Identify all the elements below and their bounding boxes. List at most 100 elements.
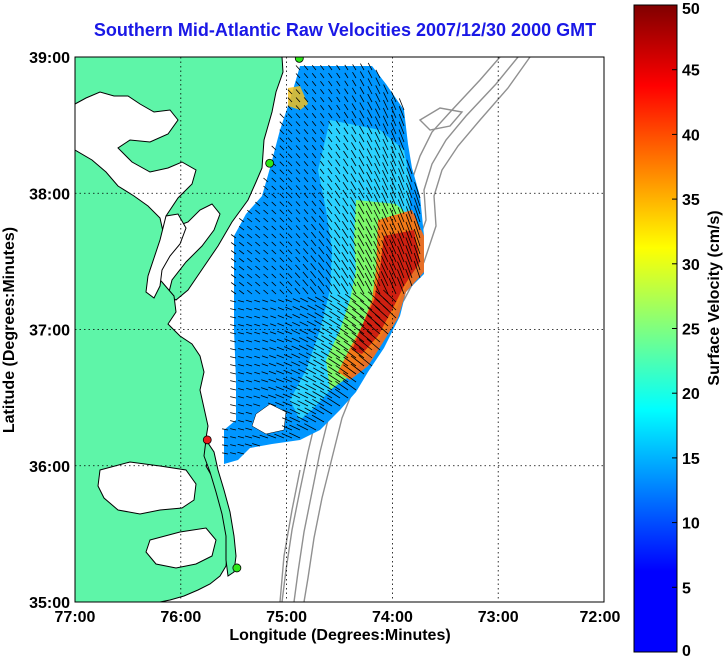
chesapeake-channel bbox=[145, 213, 187, 299]
velocity-vector bbox=[238, 281, 245, 287]
velocity-vector bbox=[327, 183, 333, 191]
velocity-vector bbox=[311, 224, 317, 231]
velocity-vector bbox=[295, 105, 301, 111]
velocity-vector bbox=[329, 303, 341, 311]
velocity-vector bbox=[321, 343, 333, 351]
velocity-vector bbox=[381, 224, 389, 239]
velocity-vector bbox=[266, 434, 277, 439]
velocity-vector bbox=[303, 97, 309, 103]
velocity-vector bbox=[328, 334, 341, 343]
velocity-vector bbox=[244, 443, 253, 447]
velocity-vector bbox=[383, 289, 397, 303]
outer-banks bbox=[203, 438, 237, 577]
velocity-vector bbox=[364, 280, 373, 295]
velocity-vector bbox=[287, 257, 293, 263]
velocity-vector bbox=[336, 80, 341, 87]
velocity-vector bbox=[274, 433, 285, 439]
velocity-vector bbox=[279, 257, 285, 263]
velocity-vector bbox=[336, 318, 349, 327]
velocity-vector bbox=[253, 379, 261, 383]
velocity-vector bbox=[275, 394, 285, 399]
velocity-vector bbox=[349, 251, 357, 263]
velocity-vector bbox=[276, 338, 285, 343]
velocity-vector bbox=[358, 133, 365, 143]
velocity-vector bbox=[383, 84, 389, 95]
velocity-vector bbox=[336, 72, 341, 79]
velocity-vector bbox=[326, 199, 333, 207]
velocity-vector bbox=[307, 305, 317, 311]
y-axis: 35:00 36:00 37:00 38:00 39:00 Latitude (… bbox=[1, 50, 70, 612]
velocity-vector bbox=[306, 352, 317, 359]
velocity-vector bbox=[320, 144, 325, 151]
velocity-vector bbox=[279, 217, 285, 223]
velocity-vector bbox=[269, 339, 277, 343]
velocity-vector bbox=[295, 169, 301, 175]
velocity-vector bbox=[291, 345, 301, 351]
velocity-vector bbox=[291, 361, 301, 367]
velocity-vector bbox=[336, 104, 341, 111]
velocity-vector bbox=[397, 246, 405, 263]
bathymetry-contour-canyon bbox=[418, 107, 464, 131]
land-layer bbox=[75, 57, 284, 602]
velocity-vector bbox=[254, 371, 261, 375]
velocity-vector bbox=[282, 409, 293, 415]
velocity-vector bbox=[359, 300, 373, 311]
velocity-vector bbox=[343, 103, 349, 111]
colorbar-tick-label: 15 bbox=[682, 451, 700, 468]
velocity-vector bbox=[295, 73, 301, 79]
velocity-vector bbox=[262, 331, 269, 335]
velocity-vector bbox=[318, 254, 325, 263]
velocity-vector bbox=[230, 372, 237, 375]
velocity-vector bbox=[381, 193, 389, 207]
velocity-vector bbox=[292, 298, 301, 303]
velocity-vector bbox=[350, 196, 357, 207]
velocity-vector bbox=[271, 233, 277, 239]
velocity-vector bbox=[367, 86, 373, 95]
x-tick-label: 77:00 bbox=[55, 609, 96, 626]
velocity-vector bbox=[333, 276, 341, 287]
velocity-vector bbox=[350, 363, 365, 375]
velocity-vector bbox=[277, 315, 285, 319]
velocity-vector bbox=[343, 142, 349, 151]
velocity-vector bbox=[383, 99, 389, 111]
velocity-vector bbox=[255, 281, 261, 287]
velocity-vector bbox=[373, 217, 381, 231]
velocity-vector bbox=[343, 111, 349, 119]
velocity-vector bbox=[263, 233, 269, 239]
velocity-vector bbox=[333, 284, 341, 295]
y-tick-label: 39:00 bbox=[29, 50, 70, 67]
velocity-vector bbox=[279, 233, 285, 239]
velocity-vector bbox=[304, 407, 317, 415]
velocity-vector bbox=[359, 86, 365, 95]
velocity-vector bbox=[381, 208, 389, 223]
velocity-vector bbox=[406, 167, 413, 183]
velocity-vector bbox=[263, 177, 269, 183]
velocity-vector bbox=[326, 245, 333, 255]
velocity-vector bbox=[320, 128, 325, 135]
velocity-vector bbox=[238, 348, 245, 351]
velocity-vector bbox=[302, 271, 309, 279]
velocity-vector bbox=[398, 129, 405, 143]
velocity-vector bbox=[295, 225, 301, 231]
velocity-vector bbox=[287, 129, 293, 135]
velocity-vector bbox=[289, 408, 301, 415]
velocity-vector bbox=[275, 402, 285, 407]
velocity-vector bbox=[255, 241, 261, 247]
velocity-vector bbox=[290, 393, 301, 399]
velocity-vector bbox=[328, 326, 341, 335]
velocity-vector bbox=[320, 136, 325, 143]
velocity-vector bbox=[271, 265, 277, 271]
velocity-vector bbox=[352, 71, 357, 79]
velocity-vector bbox=[279, 113, 285, 119]
velocity-vector bbox=[300, 297, 309, 303]
velocity-vector bbox=[295, 137, 301, 143]
velocity-vector bbox=[382, 170, 389, 183]
velocity-vector bbox=[333, 252, 341, 263]
y-tick-label: 38:00 bbox=[29, 186, 70, 203]
velocity-vector bbox=[311, 153, 317, 159]
velocity-vector bbox=[277, 323, 285, 327]
velocity-vector bbox=[335, 120, 341, 127]
velocity-vector bbox=[261, 355, 269, 359]
velocity-vector bbox=[327, 175, 333, 183]
velocity-vector bbox=[335, 174, 341, 183]
